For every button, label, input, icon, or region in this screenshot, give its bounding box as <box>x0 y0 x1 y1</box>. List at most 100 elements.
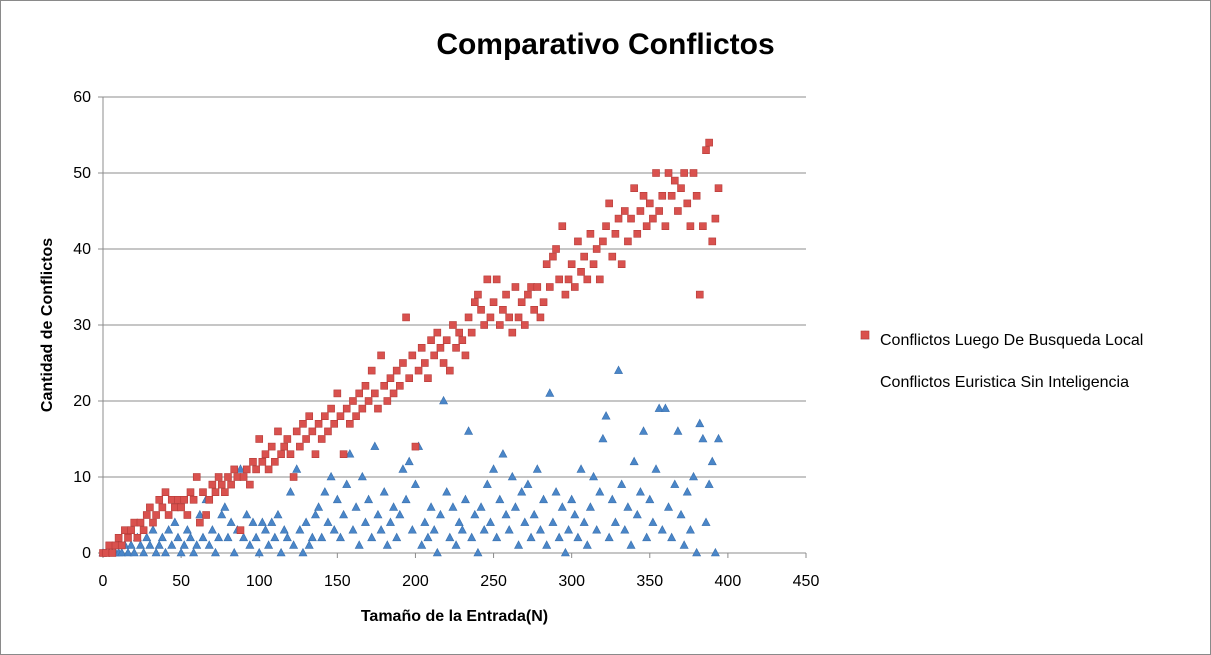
triangle-point <box>260 525 270 534</box>
triangle-point <box>554 532 564 542</box>
square-point <box>520 321 529 329</box>
square-point <box>217 480 226 489</box>
triangle-point <box>451 540 461 549</box>
square-point <box>380 381 389 390</box>
triangle-point <box>682 487 692 496</box>
x-tick-label: 250 <box>480 573 507 590</box>
triangle-point <box>698 433 708 443</box>
triangle-point <box>292 464 302 473</box>
triangle-point <box>148 525 158 534</box>
triangle-point <box>282 532 292 542</box>
square-point <box>436 343 445 352</box>
square-point <box>146 503 154 512</box>
triangle-point <box>254 547 264 557</box>
square-point <box>705 138 713 147</box>
square-point <box>383 397 392 405</box>
triangle-point <box>635 487 645 496</box>
triangle-point <box>348 525 358 534</box>
triangle-point <box>395 509 405 519</box>
square-point <box>327 404 335 413</box>
square-point <box>496 321 504 329</box>
data-points <box>98 138 724 557</box>
square-point <box>199 488 207 497</box>
triangle-point <box>582 540 592 549</box>
square-point <box>377 351 385 360</box>
triangle-point <box>645 494 655 504</box>
square-point <box>292 427 301 436</box>
triangle-point <box>160 547 170 557</box>
square-point <box>321 412 329 421</box>
triangle-point <box>323 517 333 526</box>
triangle-point <box>592 525 602 534</box>
square-point <box>277 450 285 459</box>
square-point <box>608 252 617 261</box>
triangle-point <box>126 540 136 549</box>
triangle-point <box>701 517 711 526</box>
triangle-point <box>464 426 474 435</box>
square-point <box>455 328 463 337</box>
square-point <box>530 305 538 314</box>
triangle-point <box>401 494 411 504</box>
triangle-point <box>651 464 661 473</box>
triangle-point <box>498 449 508 458</box>
triangle-point <box>567 494 577 504</box>
triangle-point <box>135 540 145 549</box>
x-axis-title: Tamaño de la Entrada(N) <box>361 608 548 625</box>
triangle-point <box>620 525 630 534</box>
square-point <box>271 457 279 466</box>
square-marker-icon <box>860 330 874 390</box>
square-point <box>114 533 123 542</box>
square-point <box>258 457 267 466</box>
triangle-point <box>335 532 345 542</box>
square-point <box>539 298 548 307</box>
triangle-point <box>142 532 152 542</box>
square-point <box>558 222 567 230</box>
square-point <box>164 511 173 519</box>
triangle-point <box>298 547 308 557</box>
triangle-point <box>539 494 549 504</box>
square-point <box>396 381 404 390</box>
triangle-point <box>589 471 599 481</box>
square-point <box>261 450 270 459</box>
square-point <box>208 480 217 489</box>
square-point <box>458 336 467 345</box>
square-point <box>674 207 682 215</box>
triangle-point <box>664 502 674 511</box>
triangle-point <box>379 487 389 496</box>
square-point <box>502 290 510 299</box>
triangle-point <box>689 471 699 481</box>
square-point <box>536 313 545 322</box>
square-point <box>139 526 148 535</box>
square-point <box>574 237 582 246</box>
triangle-point <box>235 464 245 473</box>
triangle-point <box>548 517 558 526</box>
triangle-point <box>310 509 320 519</box>
triangle-point <box>604 532 614 542</box>
triangle-point <box>404 456 414 466</box>
triangle-point <box>301 517 311 526</box>
square-point <box>599 237 607 246</box>
triangle-point <box>420 517 430 526</box>
y-tick-label: 10 <box>73 469 91 486</box>
triangle-point <box>510 502 520 511</box>
triangle-point <box>685 525 695 534</box>
square-point <box>486 313 495 322</box>
triangle-point <box>607 494 617 504</box>
square-point <box>580 252 588 261</box>
square-point <box>592 245 601 253</box>
square-point <box>620 207 629 215</box>
square-point <box>342 404 351 413</box>
triangle-point <box>170 517 180 526</box>
square-point <box>392 366 401 375</box>
square-point <box>474 290 482 299</box>
x-tick-label: 350 <box>636 573 663 590</box>
square-point <box>508 328 517 337</box>
triangle-point <box>504 525 514 534</box>
triangle-point <box>398 464 408 473</box>
square-point <box>180 495 189 504</box>
square-point <box>158 503 167 512</box>
square-point <box>695 290 704 299</box>
square-point <box>249 457 257 466</box>
square-point <box>221 488 229 497</box>
